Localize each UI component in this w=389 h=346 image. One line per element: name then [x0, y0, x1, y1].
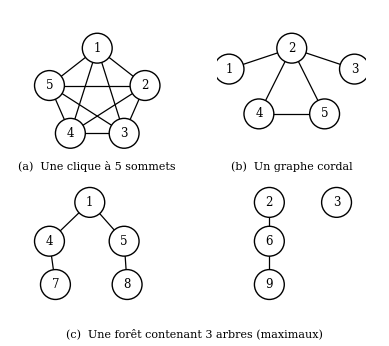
Text: 2: 2 [266, 196, 273, 209]
Circle shape [109, 226, 139, 256]
Circle shape [254, 270, 284, 299]
Text: 3: 3 [351, 63, 358, 75]
Text: 4: 4 [46, 235, 53, 248]
Text: 5: 5 [46, 79, 53, 92]
Text: 1: 1 [94, 42, 101, 55]
Text: (a)  Une clique à 5 sommets: (a) Une clique à 5 sommets [18, 161, 176, 172]
Text: (c)  Une forêt contenant 3 arbres (maximaux): (c) Une forêt contenant 3 arbres (maxima… [66, 328, 323, 339]
Circle shape [35, 226, 65, 256]
Text: 8: 8 [123, 278, 131, 291]
Text: 2: 2 [288, 42, 295, 55]
Text: 4: 4 [255, 107, 263, 120]
Text: 3: 3 [120, 127, 128, 140]
Text: 5: 5 [321, 107, 328, 120]
Circle shape [277, 33, 307, 63]
Circle shape [214, 54, 244, 84]
Circle shape [254, 188, 284, 217]
Text: 3: 3 [333, 196, 340, 209]
Text: 5: 5 [120, 235, 128, 248]
Circle shape [310, 99, 340, 129]
Circle shape [254, 226, 284, 256]
Text: 4: 4 [67, 127, 74, 140]
Circle shape [35, 71, 65, 100]
Circle shape [82, 33, 112, 63]
Text: (b)  Un graphe cordal: (b) Un graphe cordal [231, 161, 352, 172]
Text: 9: 9 [266, 278, 273, 291]
Text: 7: 7 [52, 278, 59, 291]
Circle shape [112, 270, 142, 299]
Circle shape [244, 99, 274, 129]
Circle shape [75, 188, 105, 217]
Text: 6: 6 [266, 235, 273, 248]
Circle shape [109, 118, 139, 148]
Circle shape [40, 270, 70, 299]
Circle shape [322, 188, 352, 217]
Circle shape [56, 118, 85, 148]
Text: 2: 2 [141, 79, 149, 92]
Circle shape [340, 54, 370, 84]
Circle shape [130, 71, 160, 100]
Text: 1: 1 [225, 63, 233, 75]
Text: 1: 1 [86, 196, 93, 209]
